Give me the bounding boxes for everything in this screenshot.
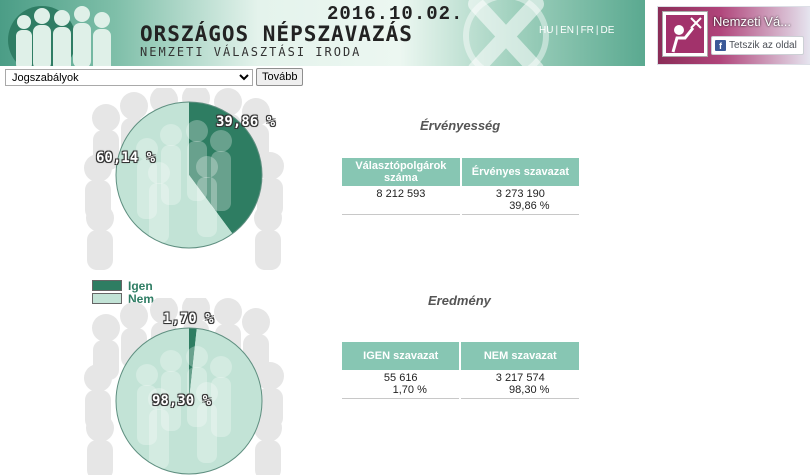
language-switcher: HU | EN | FR | DE [539,25,614,36]
table-header-voters: Választópolgárok száma [342,158,460,186]
result-pie-people-overlay [136,346,232,469]
table-header-row: Választópolgárok száma Érvényes szavazat [342,158,579,186]
validity-section-title: Érvényesség [420,118,501,133]
lang-separator: | [575,25,579,36]
legend-item-yes: Igen [92,278,154,293]
lang-link-fr[interactable]: FR [580,25,594,36]
facebook-page-avatar[interactable] [662,11,708,57]
valid-votes-count: 3 273 190 [495,188,545,200]
validity-table: Választópolgárok száma Érvényes szavazat… [340,158,581,215]
page-title: ORSZÁGOS NÉPSZAVAZÁS [140,22,413,46]
no-votes-count: 3 217 574 [495,372,545,384]
facebook-icon: f [715,40,726,51]
lang-link-en[interactable]: EN [560,25,574,36]
legend-swatch-yes [92,280,122,291]
lang-link-hu[interactable]: HU [539,25,554,36]
lang-link-de[interactable]: DE [600,25,615,36]
validity-pie-people-overlay [136,120,232,243]
header-banner: 2016.10.02. ORSZÁGOS NÉPSZAVAZÁS NEMZETI… [0,0,645,66]
facebook-like-button[interactable]: f Tetszik az oldal [711,36,804,55]
facebook-like-label: Tetszik az oldal [729,40,797,51]
valid-votes-percent: 39,86 % [509,200,550,212]
validity-pie-slice-0 [189,102,263,234]
page-subtitle: NEMZETI VÁLASZTÁSI IRODA [140,45,362,59]
table-header-no: NEM szavazat [461,342,579,370]
facebook-page-widget[interactable]: Nemzeti Vá... f Tetszik az oldal [657,6,810,65]
legislation-select[interactable]: Jogszabályok [5,69,253,86]
table-header-valid-votes: Érvényes szavazat [461,158,579,186]
result-section-title: Eredmény [428,293,491,308]
table-row: 8 212 593 3 273 190 39,86 % [342,186,579,215]
ballot-x-icon [463,0,549,66]
validity-pie-label-valid: 39,86 % [216,114,276,130]
facebook-page-name[interactable]: Nemzeti Vá... [713,14,792,29]
no-votes-percent: 98,30 % [509,384,550,396]
legend-label-no: Nem [128,291,155,306]
referendum-date: 2016.10.02. [327,3,464,25]
yes-votes-count: 55 616 [383,372,418,384]
result-table: IGEN szavazat NEM szavazat 55 616 1,70 %… [340,342,581,399]
result-pie-slice-1 [115,328,262,474]
chart-legend: Igen Nem [92,278,155,306]
lang-separator: | [595,25,599,36]
result-pie-label-yes: 1,70 % [163,311,214,327]
legend-swatch-no [92,293,122,304]
table-cell-no: 3 217 574 98,30 % [461,370,579,399]
validity-pie-label-invalid: 60,14 % [96,150,156,166]
table-cell-valid-votes: 3 273 190 39,86 % [461,186,579,215]
people-logo-icon [8,6,111,66]
table-header-row: IGEN szavazat NEM szavazat [342,342,579,370]
go-button[interactable]: Tovább [256,68,304,86]
yes-votes-percent: 1,70 % [392,384,427,396]
legend-label-yes: Igen [128,278,153,293]
table-row: 55 616 1,70 % 3 217 574 98,30 % [342,370,579,399]
result-pie-slice-0 [189,328,197,401]
table-header-yes: IGEN szavazat [342,342,460,370]
result-pie-label-no: 98,30 % [152,393,212,409]
result-pie-outline [115,327,263,475]
validity-pie-slice-1 [116,102,233,248]
lang-separator: | [555,25,559,36]
validity-pie-chart [84,88,284,270]
table-cell-yes: 55 616 1,70 % [342,370,460,399]
validity-pie-outline [115,101,263,249]
legend-item-no: Nem [92,291,155,306]
result-pie-chart [84,298,284,475]
table-cell-voters: 8 212 593 [342,186,460,215]
